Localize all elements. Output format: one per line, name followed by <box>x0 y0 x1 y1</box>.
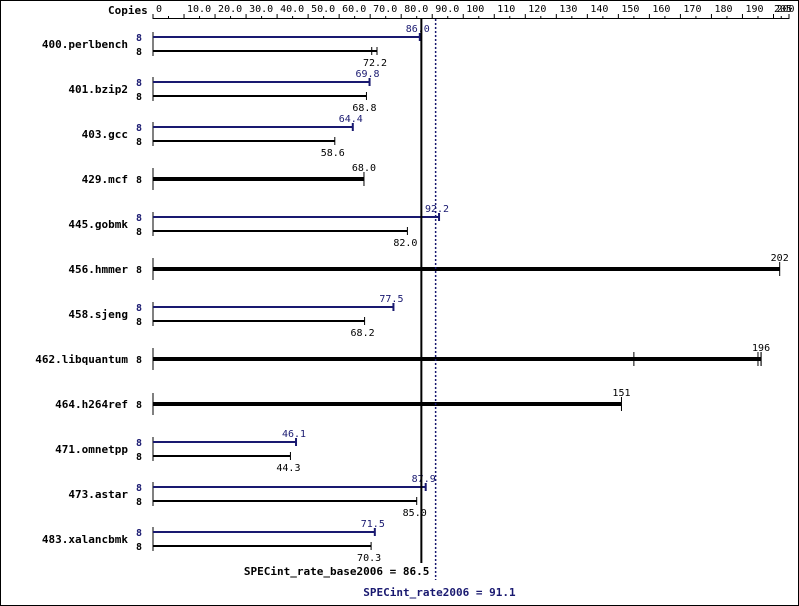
peak-copies-label: 8 <box>136 303 142 314</box>
x-tick-label: 120 <box>528 4 546 15</box>
copies-label: 8 <box>136 400 142 411</box>
x-tick-label: 205 <box>774 4 792 15</box>
base-copies-label: 8 <box>136 542 142 553</box>
x-tick-label: 130 <box>559 4 577 15</box>
reference-lines: SPECint_rate_base2006 = 86.5 SPECint_rate… <box>244 19 516 599</box>
peak-value-label: 77.5 <box>379 294 403 305</box>
benchmark-row: 456.hmmer 8 202 <box>68 253 789 280</box>
x-tick-label: 200 <box>776 4 794 15</box>
benchmark-label: 483.xalancbmk <box>42 533 128 546</box>
benchmark-label: 471.omnetpp <box>55 443 128 456</box>
bar <box>153 177 364 181</box>
x-tick-label: 0 <box>156 4 162 15</box>
base-copies-label: 8 <box>136 137 142 148</box>
base-value-label: 72.2 <box>363 58 387 69</box>
benchmark-label: 473.astar <box>68 488 128 501</box>
base-value-label: 82.0 <box>393 238 417 249</box>
benchmark-label: 400.perlbench <box>42 38 128 51</box>
benchmark-label: 462.libquantum <box>35 353 128 366</box>
value-label: 151 <box>612 388 630 399</box>
base-reference-label: SPECint_rate_base2006 = 86.5 <box>244 565 429 578</box>
x-tick-label: 110 <box>497 4 515 15</box>
bar <box>153 267 780 271</box>
base-copies-label: 8 <box>136 92 142 103</box>
base-value-label: 68.8 <box>352 103 376 114</box>
x-tick-label: 150 <box>621 4 639 15</box>
peak-value-label: 46.1 <box>282 429 306 440</box>
x-tick-label: 20.0 <box>218 4 242 15</box>
benchmark-label: 401.bzip2 <box>68 83 128 96</box>
x-tick-label: 30.0 <box>249 4 273 15</box>
x-tick-label: 90.0 <box>435 4 459 15</box>
base-value-label: 70.3 <box>357 553 381 564</box>
peak-reference-label: SPECint_rate2006 = 91.1 <box>363 586 516 599</box>
value-label: 68.0 <box>352 163 376 174</box>
peak-value-label: 69.8 <box>356 69 380 80</box>
benchmark-row: 464.h264ref 8 151 <box>55 388 630 415</box>
peak-value-label: 87.9 <box>412 474 436 485</box>
base-copies-label: 8 <box>136 317 142 328</box>
copies-header: Copies <box>108 4 148 17</box>
base-copies-label: 8 <box>136 497 142 508</box>
x-tick-label: 40.0 <box>280 4 304 15</box>
bar <box>153 402 622 406</box>
benchmark-label: 464.h264ref <box>55 398 128 411</box>
benchmark-row: 400.perlbench 8 8 86.0 72.2 <box>42 24 430 69</box>
base-copies-label: 8 <box>136 452 142 463</box>
value-label: 202 <box>771 253 789 264</box>
x-tick-label: 180 <box>714 4 732 15</box>
base-value-label: 58.6 <box>321 148 345 159</box>
x-tick-label: 100 <box>466 4 484 15</box>
x-tick-label: 160 <box>652 4 670 15</box>
benchmark-row: 473.astar 8 8 87.9 85.0 <box>68 474 435 519</box>
benchmark-label: 456.hmmer <box>68 263 128 276</box>
x-tick-label: 80.0 <box>404 4 428 15</box>
benchmark-row: 483.xalancbmk 8 8 71.5 70.3 <box>42 519 385 564</box>
base-copies-label: 8 <box>136 227 142 238</box>
base-value-label: 85.0 <box>403 508 427 519</box>
copies-label: 8 <box>136 355 142 366</box>
peak-value-label: 64.4 <box>339 114 363 125</box>
copies-label: 8 <box>136 265 142 276</box>
benchmark-row: 462.libquantum 8 196 <box>35 343 770 370</box>
x-tick-label: 190 <box>745 4 763 15</box>
peak-value-label: 86.0 <box>406 24 430 35</box>
peak-copies-label: 8 <box>136 78 142 89</box>
benchmark-label: 429.mcf <box>82 173 128 186</box>
benchmark-row: 429.mcf 8 68.0 <box>82 163 376 190</box>
peak-copies-label: 8 <box>136 483 142 494</box>
bar <box>153 357 762 361</box>
benchmark-label: 445.gobmk <box>68 218 128 231</box>
base-value-label: 68.2 <box>351 328 375 339</box>
x-tick-label: 10.0 <box>187 4 211 15</box>
benchmark-label: 458.sjeng <box>68 308 128 321</box>
benchmark-row: 458.sjeng 8 8 77.5 68.2 <box>68 294 403 339</box>
peak-copies-label: 8 <box>136 438 142 449</box>
base-value-label: 44.3 <box>276 463 300 474</box>
x-tick-label: 140 <box>590 4 608 15</box>
benchmark-row: 471.omnetpp 8 8 46.1 44.3 <box>55 429 306 474</box>
benchmark-row: 401.bzip2 8 8 69.8 68.8 <box>68 69 379 114</box>
benchmark-row: 445.gobmk 8 8 92.2 82.0 <box>68 204 449 249</box>
x-axis: 0 10.0 20.0 30.0 40.0 50.0 60.0 70.0 80.0 90.0 100… <box>152 4 795 19</box>
peak-copies-label: 8 <box>136 213 142 224</box>
x-tick-label: 170 <box>683 4 701 15</box>
bars-group: 400.perlbench 8 8 86.0 72.2 401.bzip2 8 8 69.8 68… <box>35 24 788 564</box>
x-tick-label: 50.0 <box>311 4 335 15</box>
x-tick-label: 60.0 <box>342 4 366 15</box>
peak-value-label: 71.5 <box>361 519 385 530</box>
x-tick-label: 70.0 <box>373 4 397 15</box>
peak-copies-label: 8 <box>136 123 142 134</box>
base-copies-label: 8 <box>136 47 142 58</box>
benchmark-label: 403.gcc <box>82 128 128 141</box>
peak-value-label: 92.2 <box>425 204 449 215</box>
copies-label: 8 <box>136 175 142 186</box>
benchmark-row: 403.gcc 8 8 64.4 58.6 <box>82 114 363 159</box>
value-label: 196 <box>752 343 770 354</box>
peak-copies-label: 8 <box>136 33 142 44</box>
peak-copies-label: 8 <box>136 528 142 539</box>
